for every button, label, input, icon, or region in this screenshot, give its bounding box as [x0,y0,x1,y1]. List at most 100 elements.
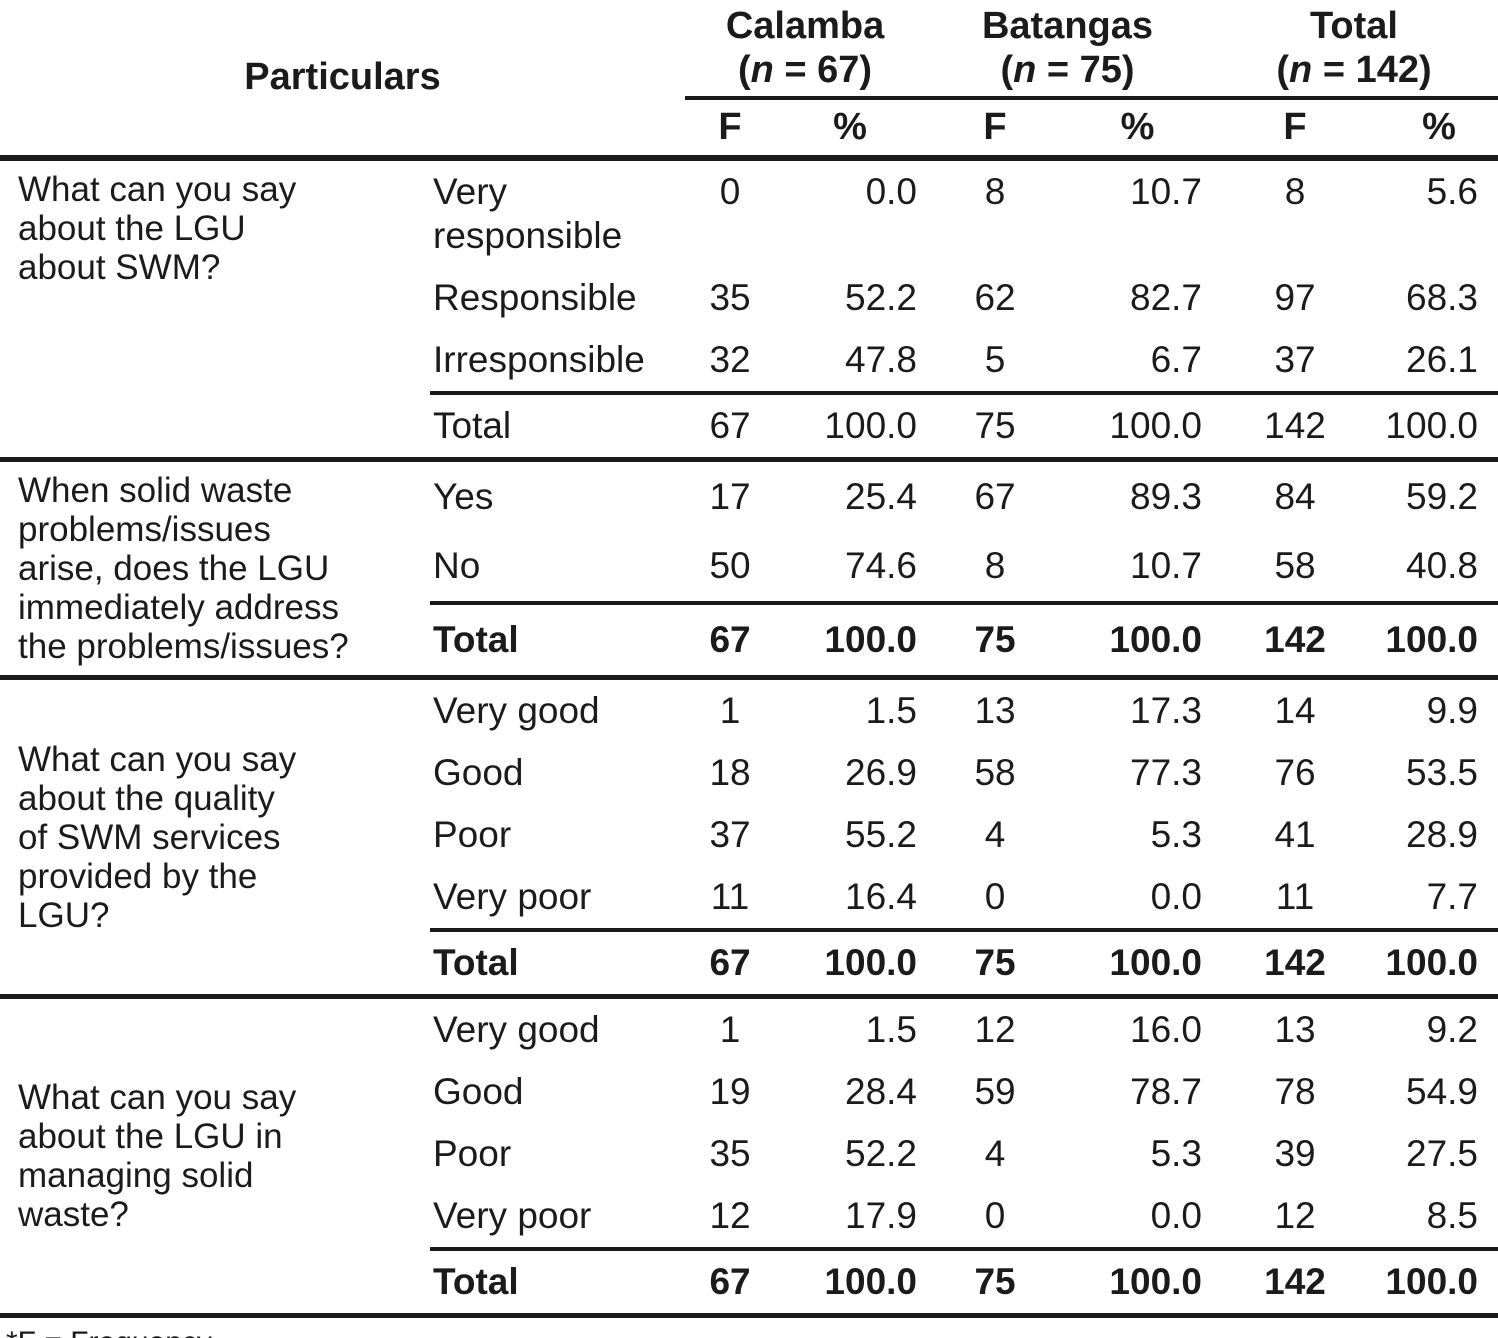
paren-close: ) [1121,49,1135,91]
row-label: Total [430,391,686,462]
col-header-f-total: F [1210,98,1381,161]
cell-f-batangas: 58 [974,752,1016,793]
cell-pct-batangas: 100.0 [1065,1247,1211,1318]
table-row: What can you say about the LGU about SWM… [0,158,1498,462]
question-text: What can you say about the LGU in managi… [18,1078,297,1234]
cell-f-calamba: 35 [709,1133,751,1174]
row-label: Good [433,1071,524,1112]
header-row-f-pct: F % F % F % [0,98,1498,161]
cell-pct-calamba: 1.5 [865,1009,918,1050]
group-name: Total [1310,5,1398,47]
cell-f-batangas: 8 [984,545,1006,587]
cell-f-batangas: 8 [984,171,1006,212]
cell-f-calamba: 67 [685,601,776,681]
cell-f-batangas: 75 [925,391,1066,462]
n-value: 142 [1355,49,1419,91]
equals: = [1036,49,1080,91]
cell-pct-total: 40.8 [1406,545,1479,587]
cell-pct-total: 5.6 [1426,171,1479,212]
header-group-calamba: Calamba (n = 67) [685,0,926,100]
group-name: Calamba [725,5,885,47]
cell-f-total: 78 [1274,1071,1316,1112]
cell-pct-batangas: 0.0 [1150,876,1203,917]
n-symbol: n [750,49,774,91]
cell-pct-batangas: 89.3 [1130,475,1203,517]
cell-f-batangas: 0 [984,1195,1006,1236]
equals: = [773,49,818,91]
cell-pct-total: 100.0 [1380,601,1498,681]
cell-f-calamba: 19 [709,1071,751,1112]
cell-pct-calamba: 52.2 [845,277,918,318]
cell-pct-total: 27.5 [1406,1133,1479,1174]
table-row: Very poor 11 16.4 0 0.0 11 7.7 [0,866,1498,930]
table-row: No 50 74.6 8 10.7 58 40.8 [0,532,1498,604]
row-label: Yes [433,475,494,517]
question-cell: What can you say about the LGU about SWM… [0,158,430,462]
cell-pct-calamba: 16.4 [845,876,918,917]
paren-close: ) [1418,49,1432,91]
cell-pct-total: 9.2 [1426,1009,1479,1050]
table-row: Poor 35 52.2 4 5.3 39 27.5 [0,1123,1498,1185]
cell-pct-batangas: 77.3 [1130,752,1203,793]
header-particulars: Particulars [0,0,686,161]
row-label: Responsible [433,277,637,318]
question-cell: What can you say about the quality of SW… [0,677,430,999]
cell-pct-calamba: 100.0 [775,928,926,999]
cell-f-calamba: 11 [710,876,750,917]
cell-pct-calamba: 1.5 [865,690,918,731]
question-text: When solid waste problems/issues arise, … [18,471,349,666]
cell-f-total: 11 [1275,876,1315,917]
row-label: Very poor [433,876,592,917]
row-label: Very poor [433,1195,592,1236]
cell-pct-total: 28.9 [1406,814,1479,855]
total-row: Total 67 100.0 75 100.0 142 100.0 [0,1247,1498,1318]
cell-f-calamba: 1 [719,1009,741,1050]
cell-pct-batangas: 100.0 [1065,391,1211,462]
cell-pct-batangas: 100.0 [1065,928,1211,999]
cell-f-total: 142 [1210,1247,1381,1318]
cell-pct-total: 59.2 [1406,475,1479,517]
table-row: Very poor 12 17.9 0 0.0 12 8.5 [0,1185,1498,1249]
group-n: (n = 75) [925,48,1210,92]
col-header-pct-calamba: % [775,98,926,161]
cell-pct-batangas: 78.7 [1130,1071,1203,1112]
question-text: What can you say about the quality of SW… [18,739,297,935]
cell-f-calamba: 18 [709,752,751,793]
cell-pct-calamba: 100.0 [775,391,926,462]
cell-pct-calamba: 100.0 [775,601,926,681]
cell-f-calamba: 35 [709,277,751,318]
group-name: Batangas [981,5,1154,47]
cell-f-total: 8 [1284,171,1306,212]
row-label: Very good [433,1009,600,1050]
cell-f-total: 142 [1210,391,1381,462]
row-label: Irresponsible [433,339,645,380]
cell-pct-batangas: 0.0 [1150,1195,1203,1236]
cell-f-batangas: 12 [974,1009,1016,1050]
question-group-2: When solid waste problems/issues arise, … [0,459,1498,681]
cell-pct-total: 9.9 [1426,690,1479,731]
cell-pct-batangas: 10.7 [1130,545,1203,587]
question-cell: When solid waste problems/issues arise, … [0,459,430,680]
row-label: Total [430,601,686,681]
paren-open: ( [737,49,751,91]
row-label: Poor [433,814,512,855]
col-header-pct-total: % [1380,98,1498,161]
cell-pct-total: 54.9 [1406,1071,1479,1112]
table-row: What can you say about the LGU in managi… [0,996,1498,1318]
cell-f-batangas: 75 [925,928,1066,999]
cell-pct-total: 68.3 [1406,277,1479,318]
cell-pct-calamba: 100.0 [775,1247,926,1318]
cell-pct-calamba: 17.9 [845,1195,918,1236]
question-text: What can you say about the LGU about SWM… [18,170,297,287]
cell-pct-batangas: 5.3 [1150,814,1203,855]
cell-f-batangas: 13 [974,690,1016,731]
cell-pct-batangas: 10.7 [1130,171,1203,212]
cell-f-calamba: 50 [709,545,751,587]
cell-f-total: 13 [1274,1009,1316,1050]
cell-f-batangas: 4 [984,1133,1006,1174]
cell-f-total: 39 [1274,1133,1316,1174]
cell-f-calamba: 67 [685,928,776,999]
total-row: Total 67 100.0 75 100.0 142 100.0 [0,601,1498,681]
cell-pct-calamba: 25.4 [845,475,918,517]
